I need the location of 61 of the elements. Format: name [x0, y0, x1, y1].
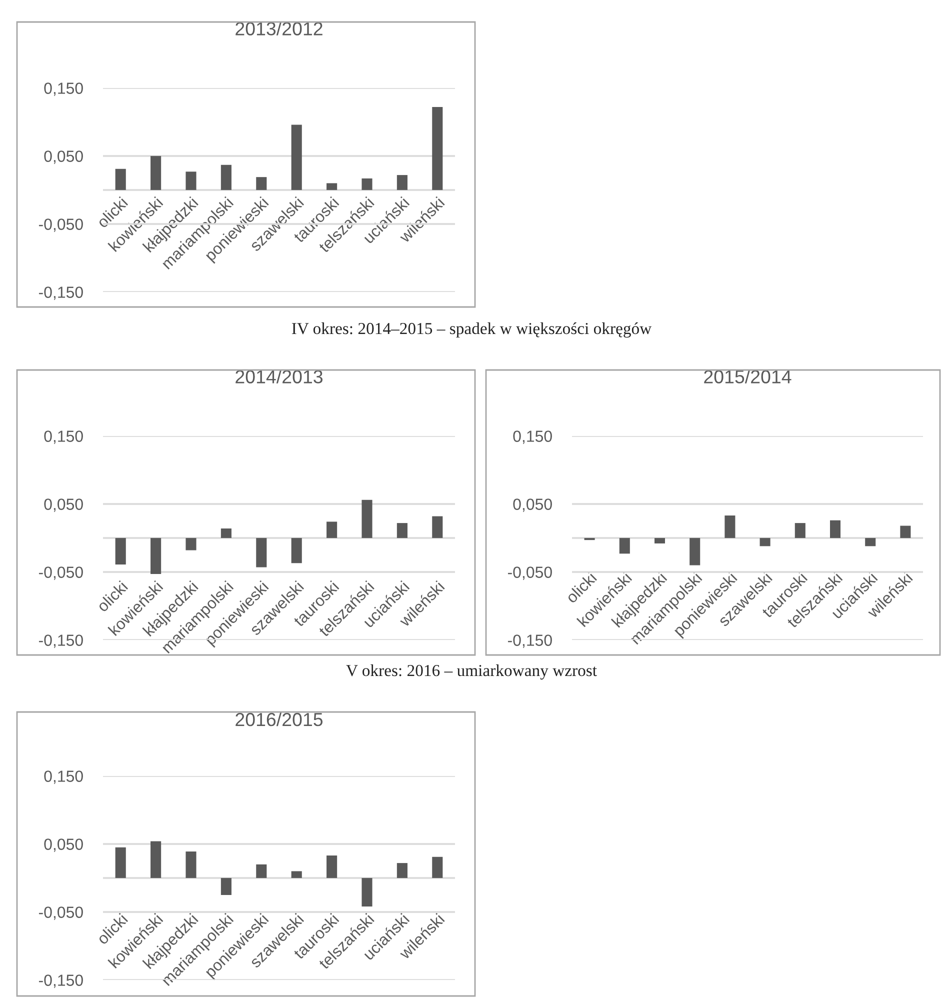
bar: [256, 538, 267, 568]
bar: [362, 878, 372, 907]
bar: [760, 538, 770, 546]
bar: [150, 156, 162, 190]
bar: [186, 851, 196, 878]
bar: [291, 871, 302, 878]
text: IV okres: 2014–2015 – spadek w większości okręgów: [292, 322, 652, 338]
y-tick-label: 0,050: [513, 498, 552, 512]
y-tick-label: -0,050: [508, 566, 552, 580]
y-tick-label: -0,150: [508, 634, 552, 648]
bar: [291, 538, 302, 564]
bar: [220, 164, 232, 190]
y-tick-label: 0,150: [513, 430, 552, 444]
bar: [115, 538, 126, 565]
bar: [362, 500, 372, 538]
y-tick-label: -0,050: [38, 218, 83, 232]
bar: [396, 523, 408, 538]
bar: [186, 172, 196, 190]
bar: [115, 168, 126, 190]
bar: [900, 526, 911, 538]
y-tick-label: -0,150: [38, 974, 83, 988]
y-tick-label: -0,050: [38, 906, 83, 920]
bar: [396, 175, 408, 190]
bar: [830, 520, 841, 538]
y-tick-label: 0,150: [44, 82, 83, 96]
bar: [256, 177, 267, 190]
y-tick-label: 0,050: [44, 498, 83, 512]
y-tick-label: -0,150: [38, 286, 83, 300]
bar: [291, 124, 302, 190]
bar: [220, 878, 232, 895]
y-tick-label: 0,050: [44, 838, 83, 852]
bar: [794, 523, 806, 538]
chart-title: 2014/2013: [236, 370, 322, 384]
bar: [432, 107, 443, 190]
bar: [690, 538, 700, 566]
bar: [115, 847, 126, 878]
y-tick-label: -0,050: [38, 566, 83, 580]
bar: [256, 864, 267, 878]
bar: [432, 516, 443, 538]
bar: [150, 538, 162, 574]
bar: [362, 178, 372, 190]
bar: [724, 516, 736, 538]
bar: [186, 538, 196, 550]
bar: [326, 183, 338, 190]
bar: [326, 522, 338, 538]
bar: [150, 841, 162, 878]
y-tick-label: 0,050: [44, 150, 83, 164]
bar: [326, 856, 338, 878]
y-tick-label: 0,150: [44, 430, 83, 444]
bar: [220, 528, 232, 538]
bar: [396, 863, 408, 878]
y-tick-label: 0,150: [44, 770, 83, 784]
bar: [865, 538, 876, 546]
bar: [654, 538, 666, 544]
bar: [432, 856, 443, 878]
chart-title: 2013/2012: [236, 22, 322, 36]
text: V okres: 2016 – umiarkowany wzrost: [346, 664, 597, 680]
bar: [619, 538, 630, 554]
chart-title: 2016/2015: [236, 712, 323, 726]
chart-title: 2015/2014: [704, 370, 792, 384]
y-tick-label: -0,150: [38, 634, 83, 648]
